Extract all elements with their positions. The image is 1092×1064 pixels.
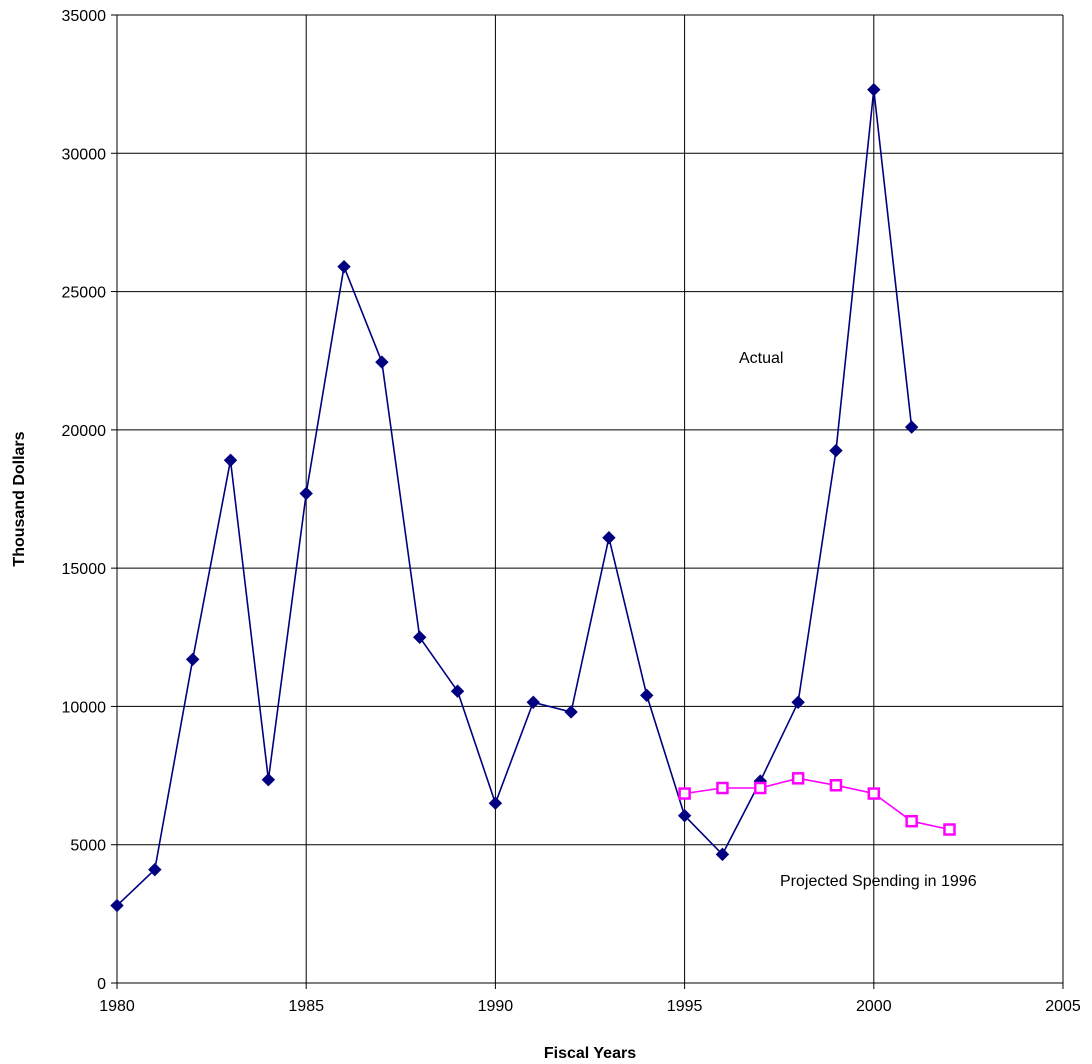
y-tick-label: 25000 <box>62 285 107 302</box>
x-tick-label: 1980 <box>99 998 135 1015</box>
data-point <box>261 773 276 787</box>
data-point <box>867 82 881 97</box>
y-tick-label: 0 <box>97 976 106 993</box>
x-tick-label: 1990 <box>478 998 514 1015</box>
data-point <box>791 695 805 709</box>
plot-area <box>117 15 1063 983</box>
series-2 <box>678 772 956 836</box>
data-point <box>148 862 162 877</box>
data-point <box>678 787 691 800</box>
annotation-projected: Projected Spending in 1996 <box>780 873 977 890</box>
data-point <box>791 772 805 785</box>
data-point <box>715 847 730 862</box>
axes <box>111 14 1064 989</box>
data-point <box>110 898 124 913</box>
x-tick-label: 1995 <box>667 998 703 1015</box>
data-point <box>375 355 389 369</box>
data-point <box>602 531 616 545</box>
x-tick-label: 1985 <box>288 998 324 1015</box>
data-point <box>867 787 881 800</box>
data-point <box>754 781 767 795</box>
y-tick-label: 35000 <box>62 8 107 25</box>
series-line <box>116 89 913 907</box>
data-point <box>526 695 540 709</box>
y-tick-label: 15000 <box>62 561 107 578</box>
data-point <box>829 443 843 458</box>
data-point <box>337 259 351 274</box>
tick-labels: 0 5000 10000 15000 20000 25000 30000 35000 1980 1… <box>62 8 1081 1015</box>
y-tick-label: 30000 <box>62 146 107 163</box>
data-point <box>488 796 503 810</box>
y-tick-label: 20000 <box>62 423 107 440</box>
series-line <box>684 777 950 831</box>
data-point <box>716 781 729 795</box>
data-point <box>223 453 238 467</box>
y-axis-title: Thousand Dollars <box>11 431 28 566</box>
data-point <box>829 779 843 792</box>
x-axis-title: Fiscal Years <box>544 1045 636 1062</box>
data-point <box>677 808 692 823</box>
data-point <box>185 652 200 667</box>
data-point <box>943 823 956 836</box>
data-point <box>413 630 427 644</box>
data-point <box>450 684 465 698</box>
data-point <box>640 688 654 703</box>
data-point <box>299 486 313 501</box>
series-1 <box>110 82 919 913</box>
annotation-actual: Actual <box>739 350 783 367</box>
x-tick-label: 2000 <box>856 998 892 1015</box>
data-point <box>564 705 578 719</box>
y-tick-label: 10000 <box>62 699 107 716</box>
y-tick-label: 5000 <box>70 838 106 855</box>
series-layer <box>110 82 956 913</box>
data-point <box>904 420 919 434</box>
data-point <box>905 814 918 828</box>
x-tick-label: 2005 <box>1045 998 1081 1015</box>
